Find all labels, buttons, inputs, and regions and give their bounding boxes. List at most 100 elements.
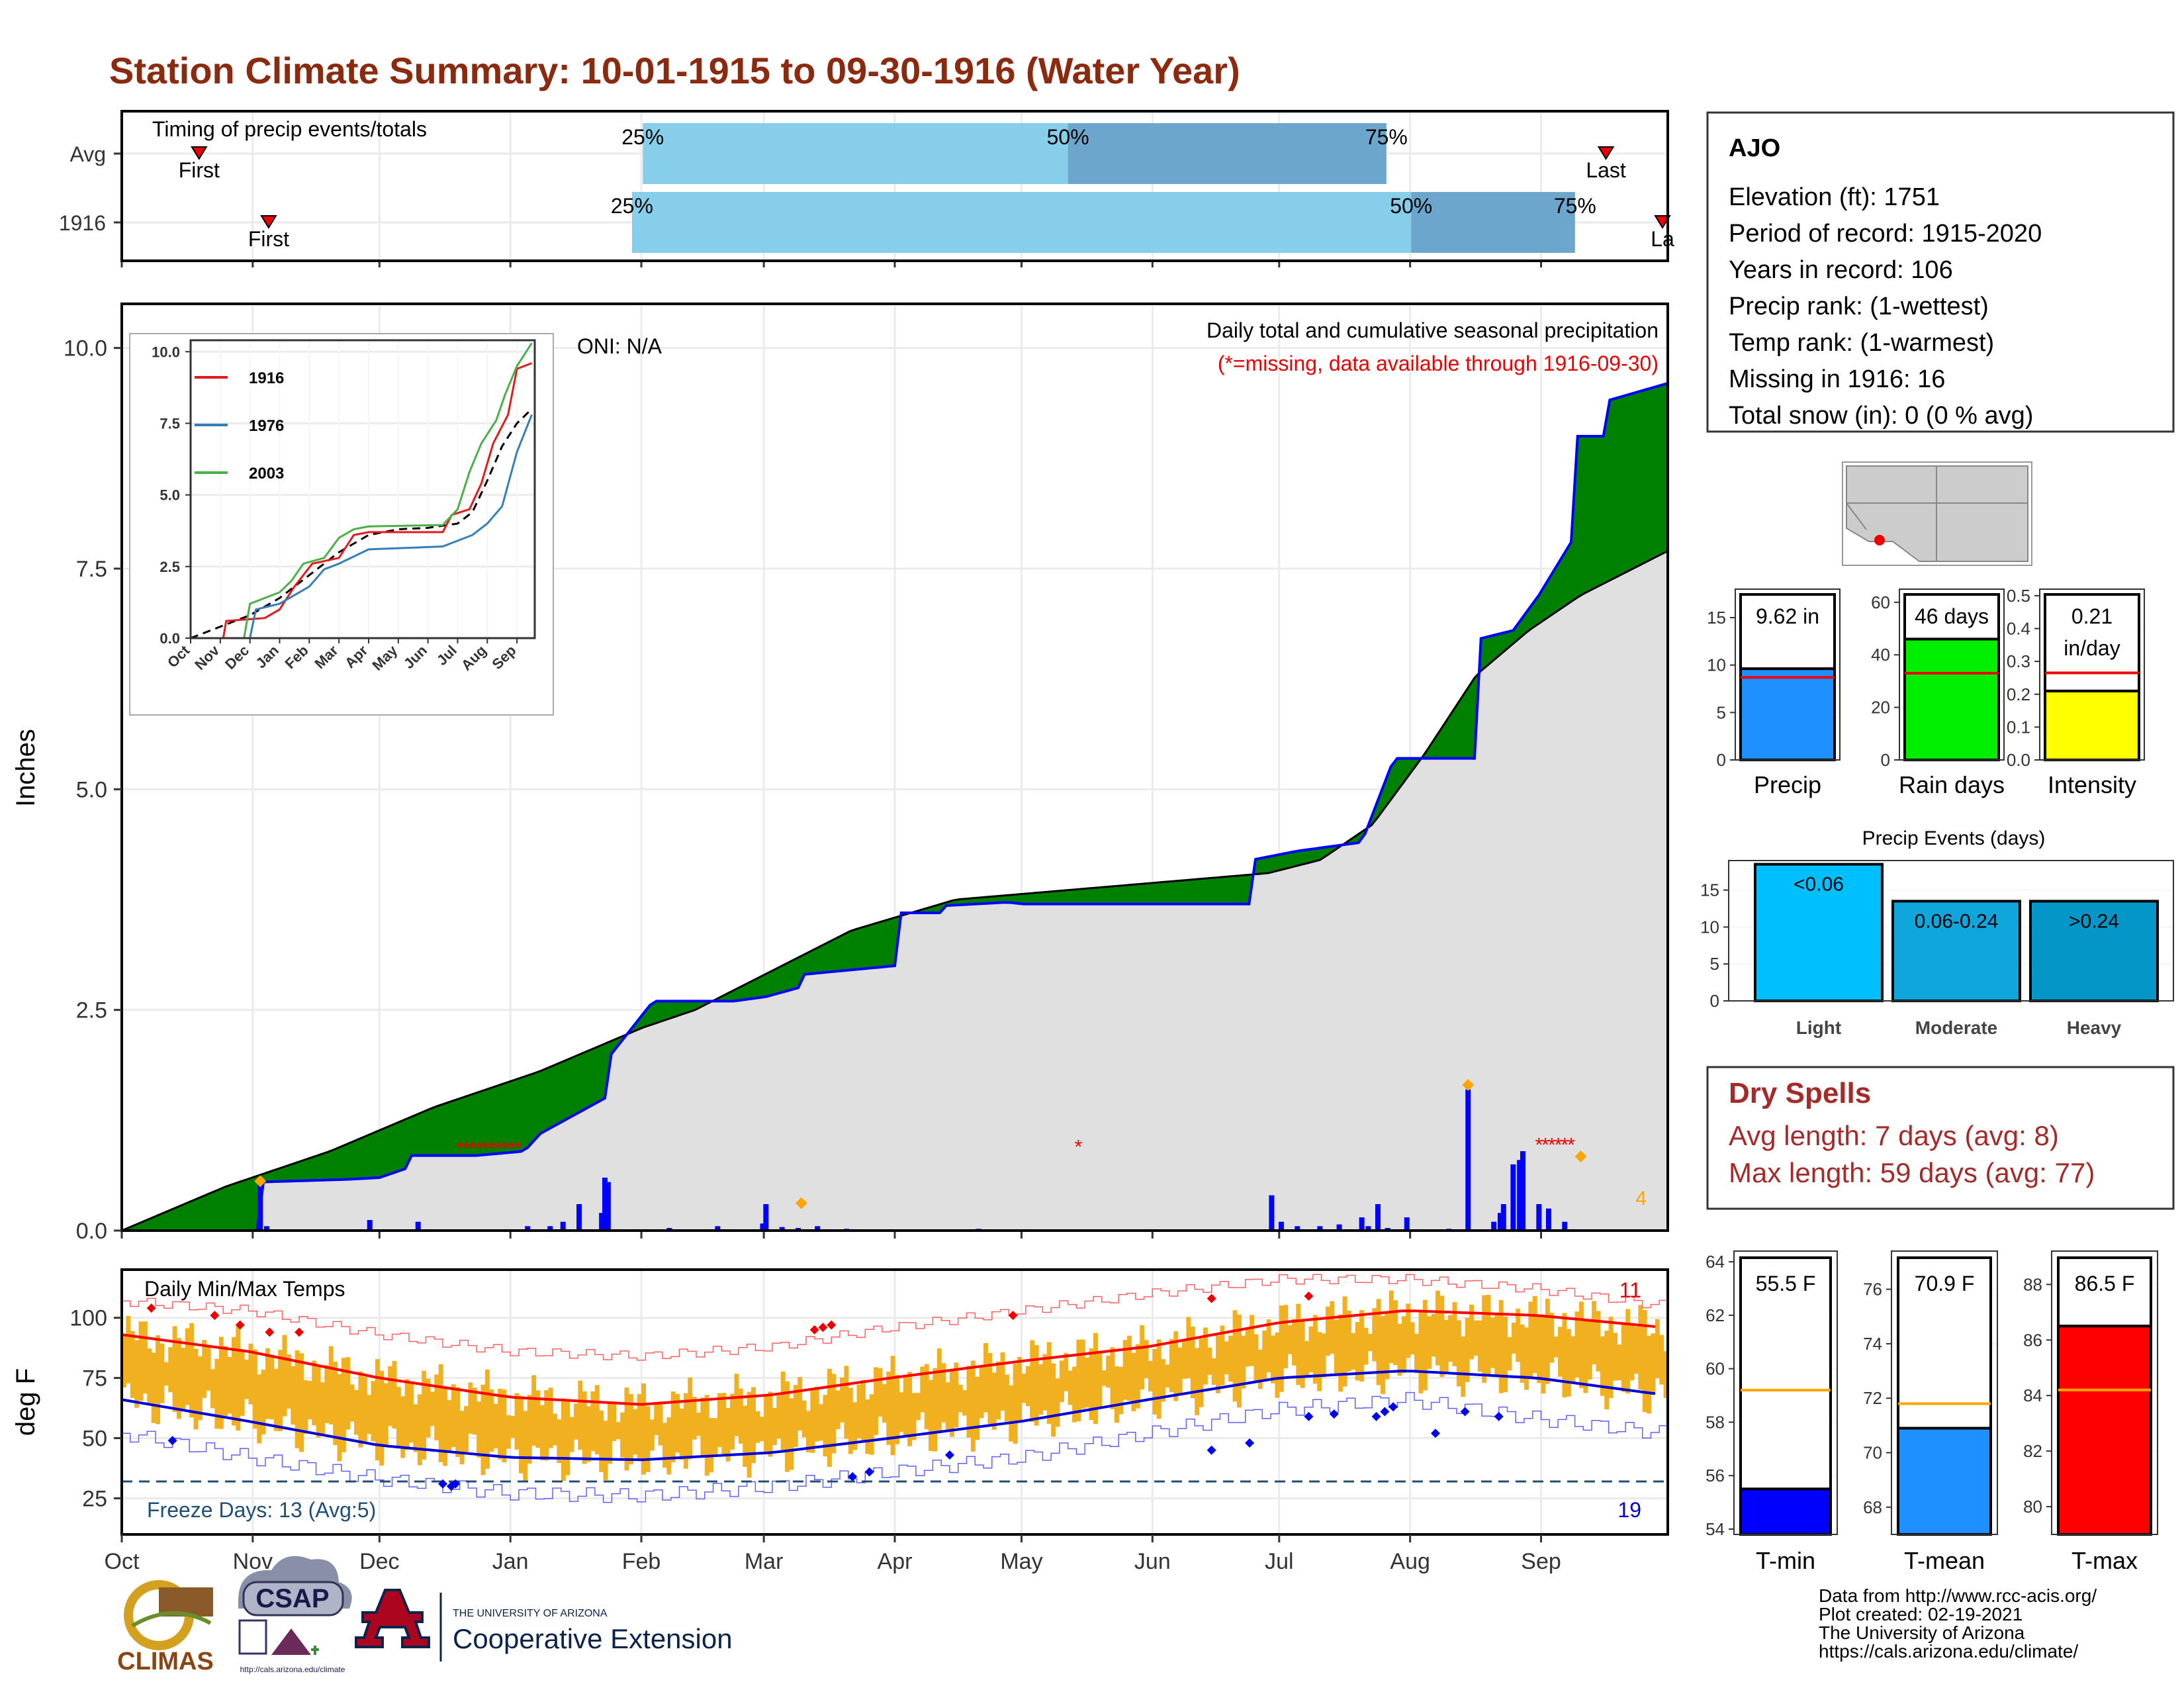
daily-temp-bar bbox=[371, 1381, 376, 1442]
daily-temp-bar bbox=[333, 1362, 338, 1445]
daily-precip-bar bbox=[1295, 1226, 1300, 1231]
daily-temp-bar bbox=[477, 1401, 482, 1458]
daily-temp-bar bbox=[459, 1411, 465, 1465]
daily-temp-bar bbox=[835, 1390, 841, 1429]
daily-temp-bar bbox=[1621, 1322, 1626, 1392]
daily-temp-bar bbox=[704, 1395, 709, 1476]
daily-temp-bar bbox=[163, 1362, 169, 1386]
daily-precip-bar bbox=[1497, 1213, 1503, 1231]
station-location-marker bbox=[1874, 535, 1885, 545]
month-label: May bbox=[1000, 1549, 1042, 1574]
daily-temp-bar bbox=[1452, 1302, 1457, 1366]
daily-precip-bar bbox=[525, 1226, 531, 1231]
daily-temp-bar bbox=[557, 1419, 562, 1463]
daily-temp-bar bbox=[941, 1363, 946, 1423]
daily-temp-bar bbox=[1613, 1333, 1618, 1381]
daily-temp-bar bbox=[261, 1370, 266, 1434]
daily-temp-bar bbox=[743, 1405, 748, 1467]
last-event-label: Last bbox=[1586, 158, 1626, 182]
last-event-marker bbox=[1654, 215, 1671, 229]
daily-temp-bar bbox=[312, 1360, 317, 1426]
precip-caption: Daily total and cumulative seasonal prec… bbox=[1206, 318, 1659, 342]
daily-temp-bar bbox=[776, 1395, 782, 1439]
daily-temp-bar bbox=[1359, 1310, 1365, 1382]
daily-temp-bar bbox=[1385, 1311, 1390, 1380]
daily-temp-bar bbox=[1330, 1301, 1335, 1354]
daily-temp-bar bbox=[991, 1372, 997, 1430]
daily-temp-bar bbox=[1207, 1347, 1212, 1375]
daily-temp-bar bbox=[324, 1365, 330, 1423]
daily-temp-bar bbox=[1355, 1322, 1360, 1381]
daily-temp-bar bbox=[553, 1413, 557, 1446]
daily-temp-bar bbox=[831, 1374, 837, 1454]
summary-bar-label: Precip bbox=[1754, 771, 1821, 798]
credit-line: The University of Arizona bbox=[1819, 1622, 2025, 1643]
timing-p25-label: 25% bbox=[611, 194, 653, 218]
temp-summary-panel-border bbox=[2051, 1250, 2158, 1535]
record-hot-marker bbox=[809, 1325, 819, 1335]
daily-temp-bar bbox=[1321, 1333, 1326, 1378]
daily-temp-bar bbox=[1418, 1311, 1424, 1393]
daily-temp-bar bbox=[1236, 1314, 1242, 1408]
average-max-line bbox=[121, 1309, 1656, 1406]
daily-temp-bar bbox=[156, 1335, 161, 1425]
record-cold-marker bbox=[944, 1450, 954, 1460]
daily-temp-bar bbox=[1025, 1366, 1030, 1407]
hot-count: 11 bbox=[1619, 1278, 1641, 1302]
daily-temp-bar bbox=[1414, 1333, 1420, 1374]
daily-temp-bar bbox=[1363, 1327, 1369, 1365]
daily-temp-bar bbox=[1435, 1290, 1440, 1366]
daily-temp-bar bbox=[1101, 1370, 1107, 1386]
daily-temp-bar bbox=[920, 1366, 925, 1413]
daily-temp-bar bbox=[506, 1415, 511, 1449]
daily-temp-bar bbox=[345, 1357, 351, 1430]
event-bar bbox=[2029, 900, 2159, 1002]
daily-temp-bar bbox=[1127, 1335, 1132, 1401]
daily-temp-bar bbox=[1300, 1321, 1305, 1388]
daily-temp-bar bbox=[717, 1393, 722, 1447]
daily-temp-bar bbox=[814, 1386, 819, 1442]
summary-value-label: 0.21 bbox=[2071, 604, 2113, 628]
summary-bar-headroom bbox=[2044, 593, 2140, 692]
daily-precip-bar bbox=[599, 1213, 605, 1231]
daily-temp-bar bbox=[1659, 1335, 1664, 1385]
daily-temp-bar bbox=[823, 1395, 828, 1457]
dry-spells-box: Dry Spells Avg length: 7 days (avg: 8) M… bbox=[1706, 1066, 2175, 1210]
daily-temp-bar bbox=[764, 1393, 769, 1454]
daily-precip-bar bbox=[1500, 1204, 1506, 1231]
daily-temp-bar bbox=[257, 1374, 262, 1444]
summary-value-label: 9.62 in bbox=[1756, 604, 1819, 628]
record-max-line bbox=[122, 1274, 1668, 1361]
daily-temp-bar bbox=[1600, 1336, 1605, 1396]
timing-heading: Timing of precip events/totals bbox=[152, 117, 427, 141]
missing-day-mark: * bbox=[514, 1138, 522, 1160]
daily-temp-bar bbox=[641, 1383, 647, 1475]
temp-summary-ytick-label: 58 bbox=[1706, 1412, 1725, 1432]
daily-temp-bar bbox=[463, 1406, 469, 1452]
daily-temp-bar bbox=[1262, 1331, 1267, 1380]
daily-temp-bar bbox=[472, 1387, 477, 1435]
temp-summary-bars: 54 56 58 60 62 64 55.5 F T-min 68 70 72 74 76 70.9 F T… bbox=[1706, 1250, 2158, 1574]
daily-temp-bar bbox=[1351, 1333, 1356, 1370]
daily-temp-bar bbox=[1089, 1348, 1094, 1421]
daily-temp-bar bbox=[1131, 1352, 1136, 1411]
month-label: Sep bbox=[1521, 1549, 1561, 1574]
record-cold-marker bbox=[848, 1472, 858, 1481]
daily-temp-bar bbox=[586, 1406, 592, 1462]
freeze-label: Freeze Days: 13 (Avg:5) bbox=[147, 1498, 376, 1522]
daily-precip-bar bbox=[1562, 1221, 1568, 1231]
daily-temp-bar bbox=[185, 1328, 190, 1405]
daily-temp-bar bbox=[1520, 1324, 1525, 1383]
daily-temp-bar bbox=[1617, 1344, 1622, 1381]
daily-temp-bar bbox=[282, 1335, 287, 1417]
daily-temp-bar bbox=[797, 1377, 803, 1430]
record-cold-marker bbox=[1388, 1402, 1398, 1412]
record-hot-marker bbox=[818, 1323, 828, 1333]
daily-temp-bar bbox=[759, 1417, 764, 1442]
temp-ytick-label: 50 bbox=[82, 1427, 107, 1452]
daily-precip-bar bbox=[257, 1182, 263, 1231]
summary-bar bbox=[1739, 667, 1836, 762]
daily-temp-bar bbox=[202, 1340, 207, 1398]
station-info-line: Temp rank: (1-warmest) bbox=[1729, 329, 1994, 357]
daily-temp-bar bbox=[578, 1380, 583, 1450]
